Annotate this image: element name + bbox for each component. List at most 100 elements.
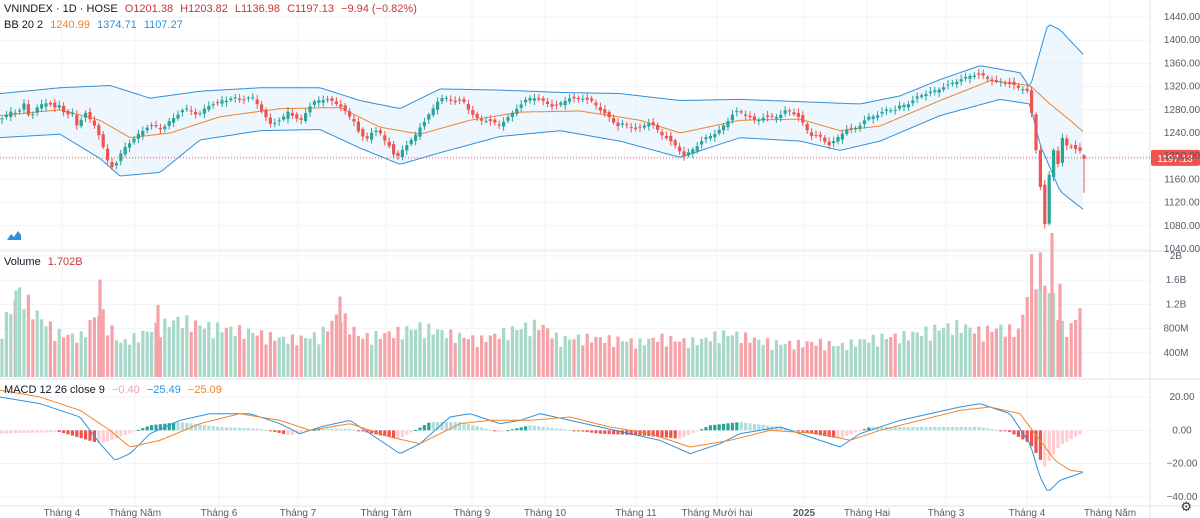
macd-hist-bar xyxy=(924,427,928,431)
volume-bar xyxy=(884,338,888,377)
volume-bar xyxy=(466,339,470,377)
candle-body xyxy=(233,97,237,99)
macd-hist-bar xyxy=(788,429,792,431)
candle-body xyxy=(400,149,404,158)
volume-bar xyxy=(158,337,162,377)
volume-name: Volume xyxy=(4,256,41,268)
macd-hist-bar xyxy=(607,430,611,435)
candle-body xyxy=(550,104,554,107)
volume-bar xyxy=(964,324,968,377)
volume-bar xyxy=(1003,336,1007,377)
macd-hist-bar xyxy=(444,422,448,431)
candle-body xyxy=(528,98,532,101)
candle-body xyxy=(207,105,211,110)
price-legend: VNINDEX · 1D · HOSE O1201.38 H1203.82 L1… xyxy=(4,3,421,15)
macd-hist-bar xyxy=(84,430,88,440)
macd-hist-bar xyxy=(880,427,884,431)
candle-body xyxy=(990,79,994,81)
time-axis-label: Tháng Năm xyxy=(1084,508,1136,518)
volume-bar xyxy=(594,336,598,377)
volume-bar xyxy=(207,321,211,377)
price-tick-label: 1240.00 xyxy=(1164,128,1200,139)
candle-body xyxy=(370,132,374,140)
macd-hist-bar xyxy=(35,430,39,433)
candle-body xyxy=(713,134,717,138)
macd-hist-bar xyxy=(669,430,673,438)
macd-hist-bar xyxy=(713,424,717,431)
macd-hist-bar xyxy=(915,427,919,431)
macd-hist-bar xyxy=(119,430,123,437)
macd-hist-bar xyxy=(1038,430,1042,460)
volume-bar xyxy=(818,338,822,377)
candle-body xyxy=(132,138,136,143)
macd-hist-bar xyxy=(246,428,250,431)
macd-hist-bar xyxy=(75,430,79,437)
volume-bar xyxy=(814,345,818,377)
candle-body xyxy=(70,112,74,115)
candle-body xyxy=(524,99,528,103)
volume-bar xyxy=(167,326,171,377)
volume-bars xyxy=(0,233,1082,377)
volume-bar xyxy=(145,331,149,377)
macd-hist-bar xyxy=(559,428,563,431)
volume-bar xyxy=(57,328,61,377)
macd-hist-bar xyxy=(422,425,426,431)
candle-body xyxy=(607,111,611,118)
volume-bar xyxy=(405,326,409,377)
candle-body xyxy=(880,111,884,114)
tradingview-logo-icon[interactable] xyxy=(6,229,22,241)
macd-hist-bar xyxy=(832,430,836,438)
volume-bar xyxy=(392,337,396,377)
volume-bar xyxy=(202,328,206,377)
volume-bar xyxy=(563,336,567,377)
volume-bar xyxy=(414,329,418,377)
volume-bar xyxy=(994,328,998,377)
volume-bar xyxy=(920,335,924,377)
volume-bar xyxy=(440,329,444,377)
volume-bar xyxy=(493,333,497,377)
volume-bar xyxy=(854,346,858,377)
candle-body xyxy=(238,98,242,100)
volume-tick-label: 2B xyxy=(1170,251,1183,262)
volume-bar xyxy=(999,324,1003,377)
candle-body xyxy=(308,106,312,113)
volume-bar xyxy=(444,338,448,377)
macd-hist-bar xyxy=(810,430,814,434)
candle-body xyxy=(466,104,470,110)
volume-bar xyxy=(576,334,580,377)
volume-bar-peak xyxy=(338,296,342,377)
candle-body xyxy=(396,152,400,157)
volume-bar xyxy=(31,319,35,377)
volume-bar xyxy=(770,349,774,377)
volume-bar xyxy=(70,333,74,377)
macd-hist-bar xyxy=(537,426,541,431)
candle-body xyxy=(339,104,343,107)
volume-bar xyxy=(308,338,312,377)
volume-bar xyxy=(766,338,770,377)
candle-body xyxy=(783,110,787,114)
macd-hist-bar xyxy=(955,427,959,431)
candle-body xyxy=(449,99,453,101)
candle-body xyxy=(660,131,664,136)
candle-body xyxy=(299,118,303,120)
macd-hist-bar xyxy=(722,423,726,431)
volume-bar xyxy=(334,314,338,377)
candle-body xyxy=(620,123,624,125)
candle-body xyxy=(431,108,435,116)
settings-gear-icon[interactable]: ⚙ xyxy=(1180,499,1192,514)
macd-hist-bar xyxy=(497,430,501,432)
macd-hist-bar xyxy=(1060,430,1064,444)
macd-hist-bar xyxy=(1074,430,1078,437)
candle-body xyxy=(581,98,585,100)
price-tick-label: 1320.00 xyxy=(1164,82,1200,93)
volume-bar xyxy=(26,294,30,377)
volume-bar xyxy=(647,338,651,377)
candle-body xyxy=(902,105,906,108)
candle-body xyxy=(937,89,941,93)
macd-hist-bar xyxy=(458,422,462,431)
volume-bar xyxy=(282,336,286,377)
macd-hist-bar xyxy=(22,430,26,433)
candle-body xyxy=(493,119,497,123)
volume-bar xyxy=(876,346,880,377)
